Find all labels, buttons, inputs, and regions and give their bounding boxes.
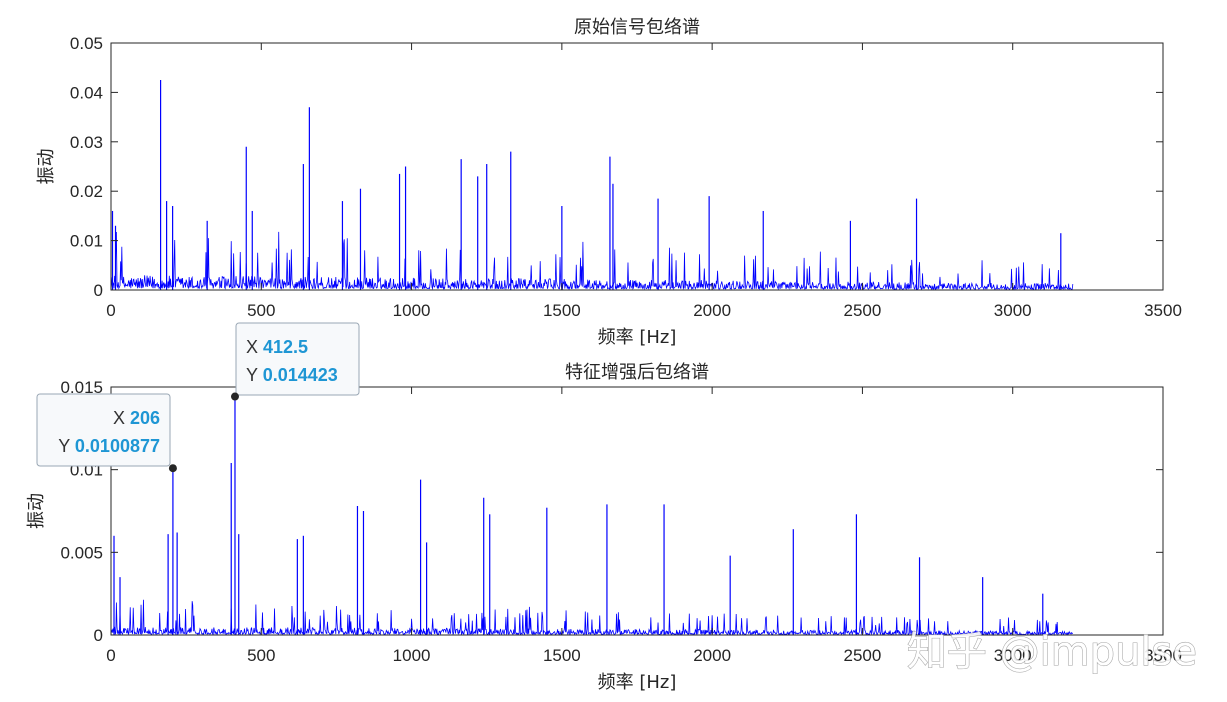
- y-tick-label: 0.02: [70, 182, 103, 201]
- y-tick-label: 0.005: [60, 543, 103, 562]
- spectrum-line: [110, 599, 1074, 637]
- datatip-x-row: X 206: [113, 408, 160, 428]
- y-tick-label: 0.04: [70, 83, 103, 102]
- datatip-2: X 412.5Y 0.014423: [230, 322, 360, 401]
- watermark: 知乎 @impulse: [907, 629, 1197, 675]
- y-tick-label: 0.015: [60, 378, 103, 397]
- y-axis-label: 振动: [26, 493, 47, 529]
- y-tick-label: 0: [94, 626, 103, 645]
- plot-area: [111, 43, 1163, 290]
- datatip-value: 412.5: [263, 337, 308, 357]
- x-axis-label: 频率 [Hz]: [598, 327, 677, 348]
- x-tick-label: 2500: [844, 301, 882, 320]
- y-tick-label: 0.05: [70, 34, 103, 53]
- x-tick-label: 500: [247, 646, 275, 665]
- datatip-value: 206: [130, 408, 160, 428]
- datatip-axis-label: Y: [58, 436, 75, 456]
- x-tick-label: 1500: [543, 301, 581, 320]
- datatip-x-row: X 412.5: [246, 337, 308, 357]
- x-tick-label: 2000: [693, 301, 731, 320]
- axes-2: 0 500 1000 1500 2000 2500 3000 350000.0050.010.…: [26, 362, 1182, 693]
- chart-title: 原始信号包络谱: [574, 17, 700, 38]
- datatip-marker: [168, 464, 177, 473]
- spectrum-line: [110, 231, 1074, 291]
- x-axis-label: 频率 [Hz]: [598, 672, 677, 693]
- x-tick-label: 500: [247, 301, 275, 320]
- datatip-marker: [230, 392, 239, 401]
- x-tick-label: 2000: [693, 646, 731, 665]
- x-tick-label: 0: [106, 646, 115, 665]
- x-tick-label: 3500: [1144, 301, 1182, 320]
- x-tick-label: 2500: [844, 646, 882, 665]
- axes-frame: [110, 386, 1164, 636]
- x-tick-label: 1500: [543, 646, 581, 665]
- y-tick-label: 0: [94, 281, 103, 300]
- x-tick-label: 0: [106, 301, 115, 320]
- datatip-axis-label: X: [246, 337, 263, 357]
- datatip-y-row: Y 0.0100877: [58, 436, 160, 456]
- datatip-value: 0.014423: [263, 365, 338, 385]
- x-tick-label: 3000: [994, 646, 1032, 665]
- x-tick-label: 3500: [1144, 646, 1182, 665]
- datatip-box: [36, 393, 171, 467]
- x-tick-label: 3000: [994, 301, 1032, 320]
- x-tick-label: 1000: [393, 646, 431, 665]
- plot-area: [111, 387, 1163, 635]
- datatip-1: X 206 Y 0.0100877: [36, 393, 177, 473]
- datatip-box: [235, 322, 360, 396]
- datatip-value: 0.0100877: [75, 436, 160, 456]
- y-tick-label: 0.01: [70, 232, 103, 251]
- x-tick-label: 1000: [393, 301, 431, 320]
- axes-1: 0 500 1000 1500 2000 2500 3000 3500 0 0.01 0.02 0.0…: [36, 17, 1182, 348]
- y-tick-label: 0.03: [70, 133, 103, 152]
- datatip-y-row: Y 0.014423: [246, 365, 338, 385]
- y-axis-label: 振动: [36, 149, 57, 185]
- plots-layer: 0 500 1000 1500 2000 2500 3000 3500 0 0.01 0.02 0.0…: [26, 17, 1182, 693]
- chart-title: 特征增强后包络谱: [565, 362, 709, 383]
- datatip-axis-label: X: [113, 408, 130, 428]
- axes-frame: [110, 42, 1164, 291]
- datatip-axis-label: Y: [246, 365, 263, 385]
